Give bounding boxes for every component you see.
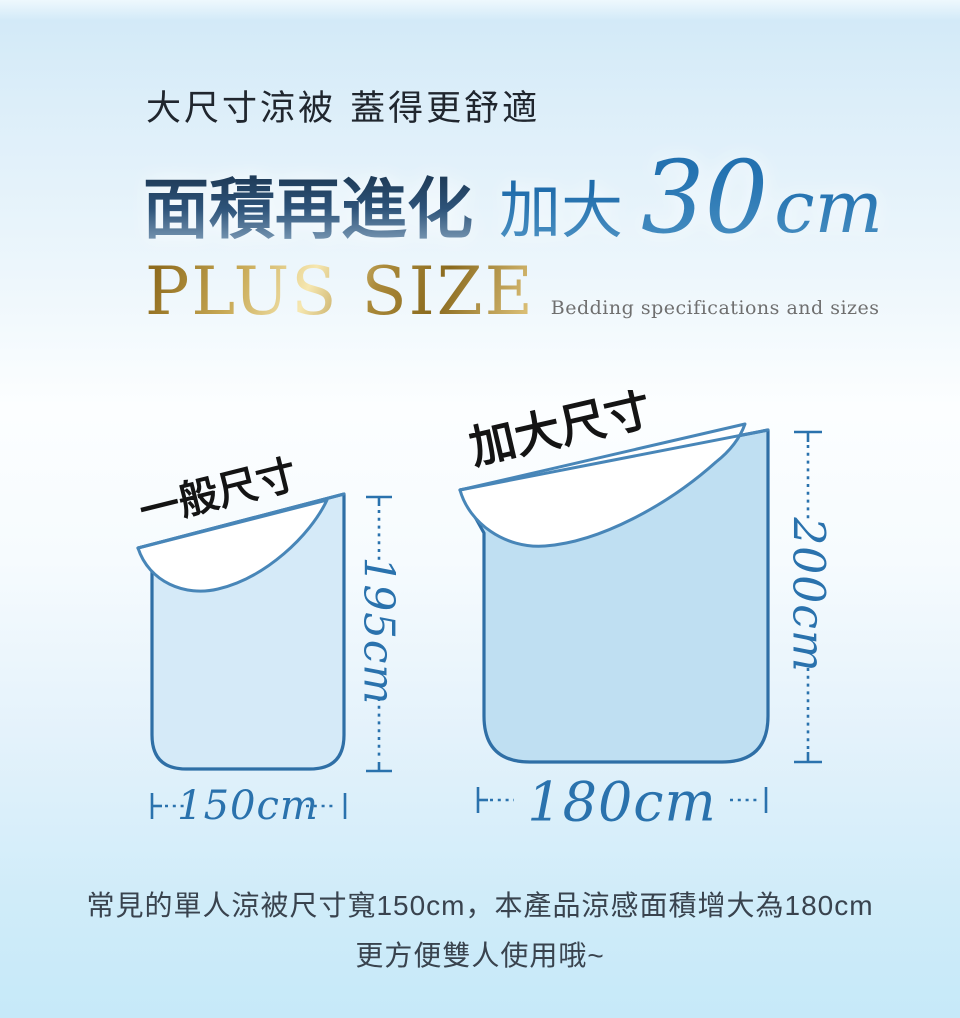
title-unit: cm — [774, 165, 883, 249]
plus-size-heading: PLUS SIZE — [145, 253, 535, 330]
title-number: 30 — [641, 139, 769, 256]
standard-blanket: 一般尺寸 195cm 150cm — [135, 451, 404, 829]
footer-description: 常見的單人涼被尺寸寬150cm，本產品涼感面積增大為180cm 更方便雙人使用哦… — [0, 884, 960, 974]
standard-height-dimension: 195cm — [355, 495, 404, 773]
title-part-evolution: 面積再進化 — [143, 170, 473, 248]
footer-line-1: 常見的單人涼被尺寸寬150cm，本產品涼感面積增大為180cm — [86, 890, 874, 921]
plus-width-dimension: 180cm — [476, 771, 768, 834]
plus-width-value: 180cm — [527, 771, 717, 834]
plus-blanket-fold-flap — [458, 422, 747, 548]
plus-height-dimension: 200cm — [783, 430, 834, 764]
standard-blanket-fold-flap — [136, 498, 329, 593]
standard-blanket-crease — [136, 492, 346, 550]
standard-height-value: 195cm — [355, 557, 404, 706]
footer-line-2: 更方便雙人使用哦~ — [355, 940, 605, 971]
plus-blanket: 加大尺寸 200cm 180cm — [458, 390, 834, 834]
plus-height-value: 200cm — [783, 516, 834, 672]
subtitle-row: PLUS SIZE Bedding specifications and siz… — [145, 253, 880, 330]
plus-size-caption: Bedding specifications and sizes — [550, 297, 880, 319]
main-title: 面積再進化 加大 30 cm — [143, 140, 883, 255]
size-comparison-diagram: 一般尺寸 195cm 150cm — [135, 390, 834, 834]
standard-width-dimension: 150cm — [150, 783, 347, 829]
standard-width-value: 150cm — [177, 783, 319, 829]
title-part-enlarge: 加大 — [499, 174, 624, 247]
plus-blanket-crease — [458, 428, 770, 492]
tagline-text: 大尺寸涼被 蓋得更舒適 — [146, 89, 541, 129]
